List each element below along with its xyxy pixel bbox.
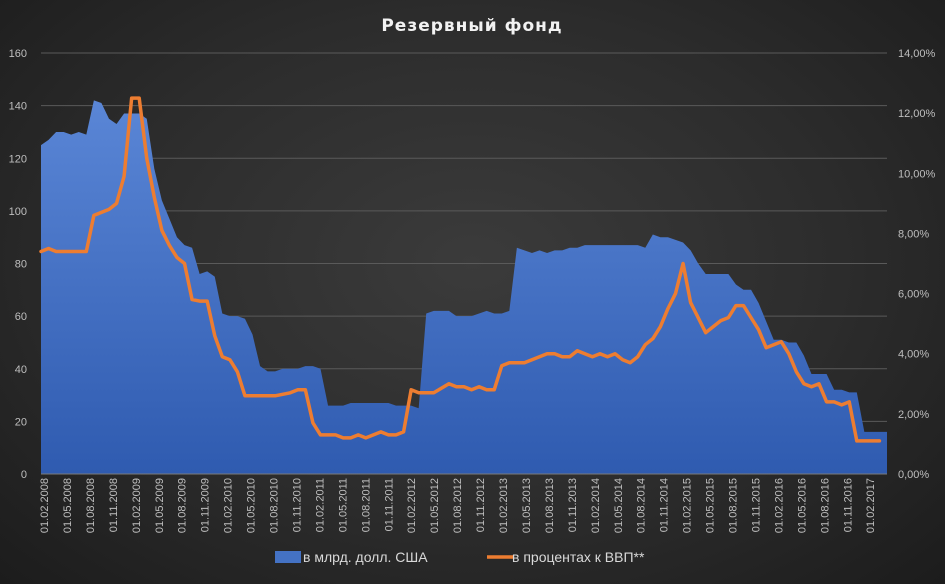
x-tick-label: 01.05.2011 <box>337 478 349 532</box>
x-tick-label: 01.02.2015 <box>682 478 694 533</box>
x-tick-label: 01.11.2016 <box>842 478 854 532</box>
y-left-tick: 40 <box>15 364 27 376</box>
x-tick-label: 01.02.2008 <box>39 478 51 533</box>
x-tick-label: 01.11.2014 <box>659 478 671 532</box>
x-tick-label: 01.08.2012 <box>452 478 464 533</box>
x-tick-label: 01.05.2009 <box>154 478 166 533</box>
y-left-tick: 0 <box>21 469 27 481</box>
legend: в млрд. долл. США в процентах к ВВП** <box>275 549 645 565</box>
x-tick-label: 01.08.2010 <box>269 478 281 533</box>
legend-label-area: в млрд. долл. США <box>303 549 428 565</box>
x-tick-label: 01.05.2008 <box>62 478 74 533</box>
y-right-tick: 4,00% <box>898 349 929 361</box>
x-tick-label: 01.02.2016 <box>773 478 785 533</box>
x-tick-label: 01.11.2009 <box>200 478 212 532</box>
x-tick-label: 01.05.2016 <box>796 478 808 533</box>
x-tick-label: 01.08.2009 <box>177 478 189 533</box>
legend-swatch-area <box>275 551 301 563</box>
x-tick-label: 01.11.2012 <box>475 478 487 532</box>
x-tick-label: 01.11.2011 <box>383 478 395 531</box>
x-tick-label: 01.08.2015 <box>728 478 740 533</box>
y-left-tick: 120 <box>9 153 27 165</box>
x-tick-label: 01.11.2015 <box>750 478 762 532</box>
x-tick-label: 01.11.2013 <box>567 478 579 532</box>
line-series <box>39 96 882 443</box>
x-tick-label: 01.08.2014 <box>636 478 648 533</box>
y-left-tick: 80 <box>15 259 27 271</box>
y-right-tick: 10,00% <box>898 168 936 180</box>
axes: 0 20 40 60 80 100 120 140 160 0,00% 2,00% 4,00% 6,00… <box>9 48 936 533</box>
x-tick-label: 01.02.2014 <box>590 478 602 533</box>
x-tick-label: 01.08.2013 <box>544 478 556 533</box>
y-right-tick: 2,00% <box>898 409 929 421</box>
y-left-tick: 60 <box>15 311 27 323</box>
x-tick-label: 01.11.2008 <box>108 478 120 532</box>
x-tick-label: 01.05.2010 <box>246 478 258 533</box>
y-left-tick: 140 <box>9 101 27 113</box>
x-tick-label: 01.02.2012 <box>406 478 418 533</box>
y-right-tick: 12,00% <box>898 108 936 120</box>
area-series <box>41 100 887 475</box>
area-series-fill <box>41 100 887 475</box>
y-right-tick: 0,00% <box>898 469 929 481</box>
legend-label-line: в процентах к ВВП** <box>512 549 645 565</box>
y-left-tick: 20 <box>15 416 27 428</box>
x-tick-label: 01.08.2011 <box>360 478 372 532</box>
y-left-tick: 100 <box>9 206 27 218</box>
x-tick-label: 01.02.2017 <box>865 478 877 533</box>
x-tick-label: 01.02.2009 <box>131 478 143 533</box>
x-tick-label: 01.02.2013 <box>498 478 510 533</box>
x-tick-label: 01.05.2014 <box>613 478 625 533</box>
chart-title: Резервный фонд <box>381 16 562 36</box>
y-right-tick: 6,00% <box>898 289 929 301</box>
y-right-tick: 14,00% <box>898 48 936 60</box>
y-left-tick: 160 <box>9 48 27 60</box>
y-right-tick: 8,00% <box>898 228 929 240</box>
x-tick-label: 01.05.2013 <box>521 478 533 533</box>
x-tick-label: 01.02.2011 <box>314 478 326 532</box>
x-tick-label: 01.08.2016 <box>819 478 831 533</box>
x-tick-label: 01.02.2010 <box>223 478 235 533</box>
x-tick-label: 01.11.2010 <box>291 478 303 532</box>
x-tick-label: 01.05.2015 <box>705 478 717 533</box>
line-series-path <box>39 96 882 443</box>
x-tick-label: 01.05.2012 <box>429 478 441 533</box>
x-tick-label: 01.08.2008 <box>85 478 97 533</box>
